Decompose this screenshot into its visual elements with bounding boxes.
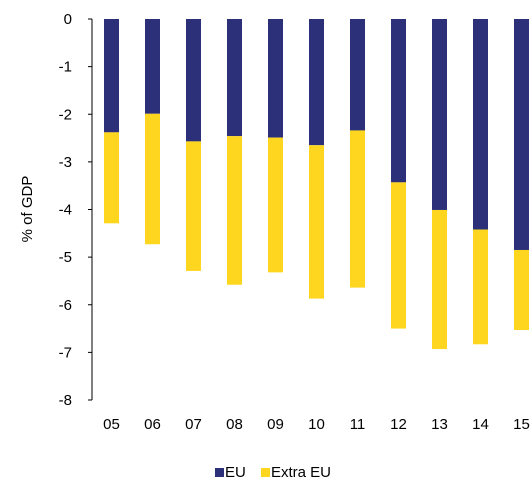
bar-segment-extra-eu (104, 132, 119, 224)
x-tick-label: 14 (472, 416, 489, 433)
y-tick-label: -5 (59, 249, 72, 266)
bar-segment-eu (186, 19, 201, 142)
legend: EU Extra EU (215, 464, 331, 481)
bar-segment-eu (514, 19, 529, 250)
bar-segment-extra-eu (514, 249, 529, 330)
legend-label-eu: EU (225, 464, 246, 481)
x-tick-label: 11 (350, 416, 366, 433)
x-tick-label: 09 (267, 416, 284, 433)
y-tick-label: -8 (59, 392, 72, 409)
bar-segment-eu (432, 19, 447, 210)
legend-swatch-extra-eu (261, 468, 270, 477)
x-tick-label: 10 (308, 416, 325, 433)
bar-segment-extra-eu (473, 229, 488, 345)
x-tick-label: 05 (103, 416, 120, 433)
y-tick-label: -4 (59, 202, 72, 219)
x-tick-label: 08 (226, 416, 243, 433)
bar-segment-eu (227, 19, 242, 137)
legend-swatch-eu (215, 468, 224, 477)
bar-segment-extra-eu (391, 182, 406, 329)
x-tick-label: 13 (431, 416, 448, 433)
y-tick-label: 0 (64, 11, 72, 28)
y-tick-label: -6 (59, 297, 72, 314)
bar-segment-eu (473, 19, 488, 230)
bar-segment-eu (391, 19, 406, 183)
y-axis-title: % of GDP (19, 176, 36, 243)
bar-segment-eu (104, 19, 119, 133)
y-tick-label: -2 (59, 106, 72, 123)
x-tick-label: 07 (185, 416, 202, 433)
x-tick-label: 15 (513, 416, 530, 433)
bar-segment-eu (268, 19, 283, 138)
bar-segment-eu (350, 19, 365, 131)
legend-label-extra-eu: Extra EU (271, 464, 331, 481)
bar-segment-extra-eu (309, 145, 324, 299)
bar-segment-extra-eu (432, 209, 447, 350)
bar-segment-eu (309, 19, 324, 146)
plot-area: 0 -1 -2 -3 -4 -5 -6 -7 -8 05 06 07 08 09 10 11 12 13 14 15 (59, 11, 530, 433)
bar-segment-extra-eu (145, 113, 160, 245)
y-tick-label: -1 (59, 59, 72, 76)
bar-segment-extra-eu (268, 137, 283, 273)
bar-segment-extra-eu (227, 136, 242, 285)
bar-segment-eu (145, 19, 160, 114)
y-tick-label: -7 (59, 344, 72, 361)
x-tick-label: 12 (390, 416, 407, 433)
bar-segment-extra-eu (350, 130, 365, 288)
y-tick-label: -3 (59, 154, 72, 171)
x-tick-label: 06 (144, 416, 161, 433)
bar-segment-extra-eu (186, 141, 201, 271)
